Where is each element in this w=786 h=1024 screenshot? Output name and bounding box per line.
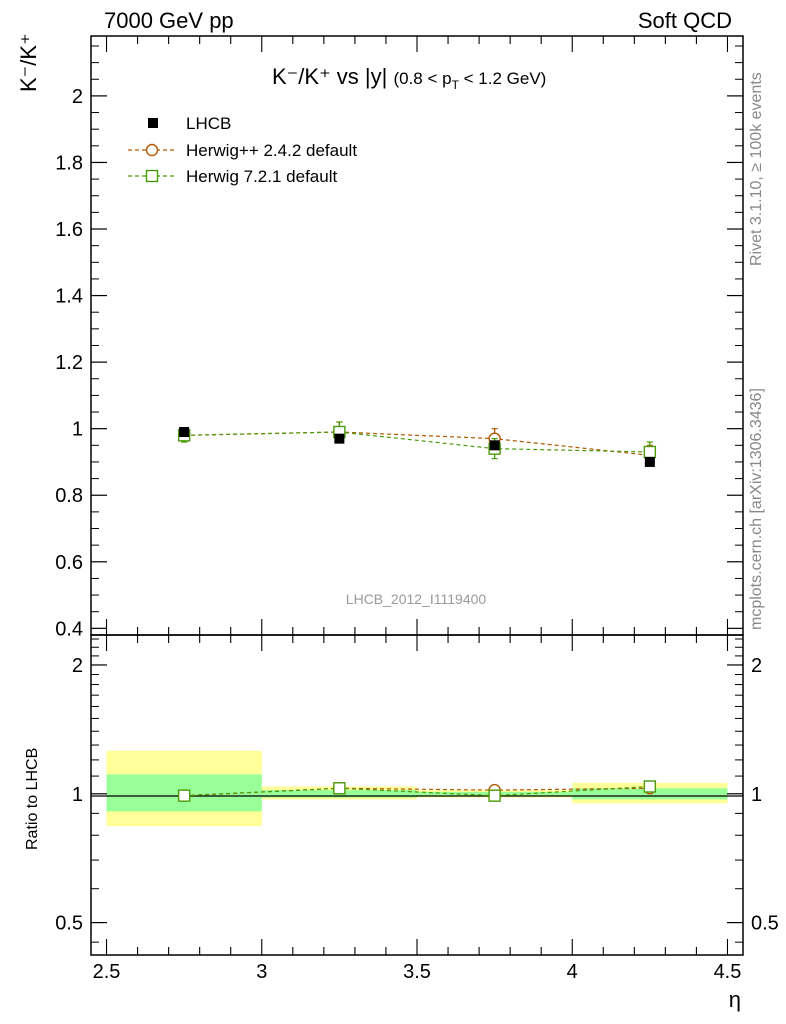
title-cut: (0.8 < p [393,69,451,88]
legend-label-lhcb: LHCB [186,114,231,133]
rivet-label: Rivet 3.1.10, ≥ 100k events [748,72,765,266]
y-tick-label: 0.4 [55,618,83,640]
y-tick-label: 0.8 [55,485,83,507]
data-point [489,440,500,451]
ratio-y-tick-label: 1 [72,784,83,806]
x-tick-label: 4.5 [714,961,742,983]
y-tick-label: 1.6 [55,219,83,241]
energy-label: 7000 GeV pp [104,8,234,33]
y-tick-label: 1 [72,419,83,441]
y-tick-label: 1.4 [55,286,83,308]
ratio-point [177,789,191,802]
y-tick-label: 1.2 [55,352,83,374]
ratio-y-axis: 0.5 0.5 1 1 2 2 [55,638,779,943]
data-point [334,433,345,444]
x-tick-label: 4 [567,961,578,983]
y-tick-label: 0.6 [55,552,83,574]
x-tick-label: 3.5 [403,961,431,983]
ratio-x-axis: 2.5 3 3.5 4 4.5 [93,635,742,983]
main-y-axis: 0.4 0.6 0.8 1 1.2 1.4 1.6 1.8 2 [55,45,743,640]
legend: LHCB Herwig++ 2.4.2 default Herwig 7.2.1… [128,114,357,186]
title-main: K⁻/K⁺ vs |y| [272,64,387,89]
mcplots-label: mcplots.cern.ch [arXiv:1306.3436] [748,388,765,630]
analysis-watermark: LHCB_2012_I1119400 [346,591,487,607]
ratio-y-tick-label: 0.5 [55,913,83,935]
main-data-marks [177,421,657,467]
ratio-point [643,780,657,793]
y-axis-label: K⁻/K⁺ [16,33,41,92]
ratio-y-axis-label: Ratio to LHCB [24,748,41,850]
ratio-y-tick-label-right: 0.5 [751,913,779,935]
legend-label-herwig7: Herwig 7.2.1 default [186,167,337,186]
title-cut-end: < 1.2 GeV) [459,69,546,88]
data-point [179,427,190,438]
series-line [184,431,650,456]
main-panel: 0.4 0.6 0.8 1 1.2 1.4 1.6 1.8 2 K⁻/K⁺ K⁻/K⁺ vs |… [16,33,744,640]
ratio-data-marks [177,780,657,802]
plot-title: K⁻/K⁺ vs |y| (0.8 < pT < 1.2 GeV) [272,64,546,92]
series-line [184,431,650,453]
legend-marker-herwig7 [145,169,159,183]
ratio-point [488,789,501,802]
ratio-panel: 0.5 0.5 1 1 2 2 2.5 3 3.5 4 4.5 Ratio to LHCB η [24,634,779,1012]
x-tick-label: 3 [256,961,267,983]
category-label: Soft QCD [638,8,732,33]
title-cut-sub: T [452,78,460,92]
x-tick-label: 2.5 [93,961,121,983]
legend-label-herwigpp: Herwig++ 2.4.2 default [186,141,357,160]
ratio-series-line [184,785,650,797]
ratio-point [333,782,346,795]
x-axis-label: η [729,987,741,1012]
data-point [644,456,655,467]
y-tick-label: 2 [72,86,83,108]
ratio-y-tick-label-right: 2 [751,655,762,677]
data-point [643,445,657,459]
legend-marker-herwigpp [145,143,159,157]
ratio-y-tick-label: 2 [72,655,83,677]
legend-marker-lhcb [148,118,158,128]
y-tick-label: 1.8 [55,152,83,174]
ratio-y-tick-label-right: 1 [751,784,762,806]
main-x-ticks [105,36,729,635]
